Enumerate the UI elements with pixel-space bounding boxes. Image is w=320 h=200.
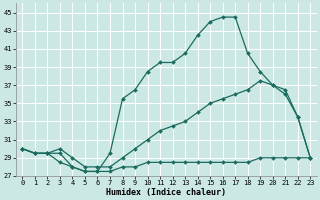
X-axis label: Humidex (Indice chaleur): Humidex (Indice chaleur) [106, 188, 226, 197]
